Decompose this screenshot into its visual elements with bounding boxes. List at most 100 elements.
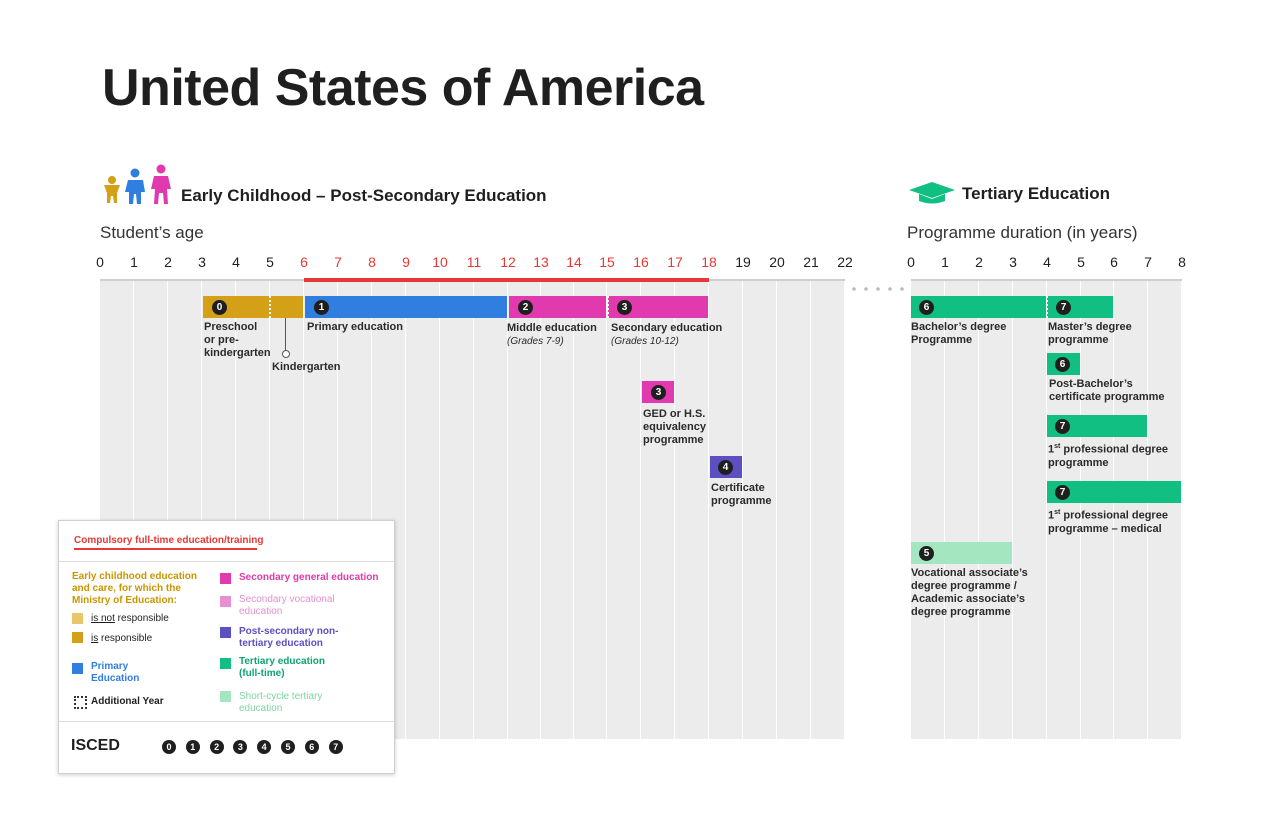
- isced-label: ISCED: [71, 737, 120, 754]
- label-master: Master’s degree programme: [1048, 321, 1132, 346]
- legend-secondary-general: Secondary general education: [239, 572, 379, 583]
- bar-master: 7: [1046, 296, 1113, 318]
- label-primary: Primary education: [307, 321, 403, 333]
- isced-level-badge: 4: [257, 740, 272, 754]
- age-column: [709, 281, 743, 739]
- duration-column: [945, 281, 979, 739]
- bar-secondary: 3: [607, 296, 708, 318]
- bar-ged: 3: [642, 381, 674, 403]
- age-column: [641, 281, 675, 739]
- swatch-post-secondary: [220, 627, 231, 638]
- isced-badge: 6: [1055, 357, 1070, 372]
- legend-separator: [59, 561, 394, 562]
- age-column: [777, 281, 811, 739]
- label-certificate: Certificate programme: [711, 482, 772, 507]
- age-tick-label: 0: [96, 254, 104, 270]
- legend-primary: Primary Education: [91, 661, 140, 684]
- axis-break-dots: [852, 278, 904, 291]
- age-column: [508, 281, 541, 739]
- age-column: [607, 281, 641, 739]
- bar-post-bachelor: 6: [1047, 353, 1080, 375]
- bar-first-professional-medical: 7: [1047, 481, 1181, 503]
- age-tick-label: 7: [334, 254, 342, 270]
- bar-first-professional: 7: [1047, 415, 1147, 437]
- label-middle: Middle education (Grades 7-9): [507, 322, 597, 347]
- label-preschool: Preschool or pre-kindergarten: [204, 321, 271, 359]
- isced-badge: 3: [617, 300, 632, 315]
- swatch-ecec-not: [72, 613, 83, 624]
- isced-badge: 7: [1056, 300, 1071, 315]
- page-title: United States of America: [102, 59, 704, 117]
- age-tick-label: 19: [735, 254, 751, 270]
- isced-badge: 2: [518, 300, 533, 315]
- legend-ecec: is responsible: [91, 633, 153, 644]
- label-first-professional-medical: 1st professional degree programme – medi…: [1048, 509, 1168, 535]
- age-column: [406, 281, 440, 739]
- swatch-secondary-general: [220, 573, 231, 584]
- duration-tick-label: 4: [1043, 254, 1051, 270]
- swatch-ecec: [72, 632, 83, 643]
- legend-separator: [59, 721, 394, 722]
- legend-compulsory: Compulsory full-time education/training: [74, 535, 264, 546]
- graduation-cap-icon: [908, 180, 956, 204]
- age-tick-label: 17: [667, 254, 683, 270]
- isced-badge: 4: [718, 460, 733, 475]
- age-tick-label: 14: [566, 254, 582, 270]
- age-tick-label: 6: [300, 254, 308, 270]
- age-tick-label: 3: [198, 254, 206, 270]
- isced-level-badge: 6: [304, 740, 319, 754]
- age-column: [474, 281, 508, 739]
- swatch-additional-year: [74, 696, 87, 709]
- label-secondary: Secondary education (Grades 10-12): [611, 322, 723, 347]
- isced-level-badge: 3: [233, 740, 248, 754]
- bar-primary: 1: [305, 296, 507, 318]
- age-tick-label: 16: [633, 254, 649, 270]
- legend-additional-year: Additional Year: [91, 696, 164, 707]
- isced-badge: 6: [919, 300, 934, 315]
- bar-bachelor: 6: [911, 296, 1046, 318]
- axis-label-student-age: Student’s age: [100, 223, 204, 242]
- legend-compulsory-line: [74, 548, 257, 550]
- axis-label-programme-duration: Programme duration (in years): [907, 223, 1138, 242]
- compulsory-education-bar: [304, 278, 709, 282]
- isced-level-badge: 7: [328, 740, 343, 754]
- age-tick-label: 2: [164, 254, 172, 270]
- isced-level-badge: 1: [185, 740, 200, 754]
- legend-ecec-not: is not responsible: [91, 613, 169, 624]
- duration-column: [979, 281, 1013, 739]
- age-tick-label: 22: [837, 254, 853, 270]
- legend-ecec-heading: Early childhood education and care, for …: [72, 571, 198, 606]
- label-first-professional: 1st professional degree programme: [1048, 443, 1168, 469]
- label-kindergarten: Kindergarten: [272, 361, 341, 373]
- age-column: [440, 281, 474, 739]
- isced-level-badge: 5: [281, 740, 295, 754]
- isced-badge: 5: [919, 546, 934, 561]
- age-tick-label: 1: [130, 254, 138, 270]
- section-heading-early-childhood: Early Childhood – Post-Secondary Educati…: [181, 186, 547, 205]
- age-tick-label: 15: [599, 254, 615, 270]
- age-tick-label: 10: [432, 254, 448, 270]
- duration-tick-label: 7: [1144, 254, 1152, 270]
- duration-tick-label: 8: [1178, 254, 1186, 270]
- age-tick-label: 11: [466, 254, 482, 270]
- age-tick-label: 21: [803, 254, 819, 270]
- section-heading-tertiary: Tertiary Education: [962, 184, 1110, 203]
- legend-tertiary: Tertiary education (full-time): [239, 656, 325, 679]
- bar-certificate: 4: [710, 456, 742, 478]
- duration-column: [1148, 281, 1182, 739]
- bar-divider: [607, 296, 609, 318]
- duration-tick-label: 2: [975, 254, 983, 270]
- children-icon: [100, 163, 175, 205]
- duration-column: [1081, 281, 1114, 739]
- legend-panel: Compulsory full-time education/training …: [58, 520, 395, 774]
- age-tick-label: 9: [402, 254, 410, 270]
- label-associate: Vocational associate’s degree programme …: [911, 567, 1028, 618]
- duration-tick-label: 1: [941, 254, 949, 270]
- age-tick-label: 5: [266, 254, 274, 270]
- duration-tick-label: 3: [1009, 254, 1017, 270]
- bar-associate: 5: [911, 542, 1012, 564]
- age-column: [743, 281, 777, 739]
- swatch-short-cycle: [220, 691, 231, 702]
- duration-tick-label: 6: [1110, 254, 1118, 270]
- age-tick-label: 18: [701, 254, 717, 270]
